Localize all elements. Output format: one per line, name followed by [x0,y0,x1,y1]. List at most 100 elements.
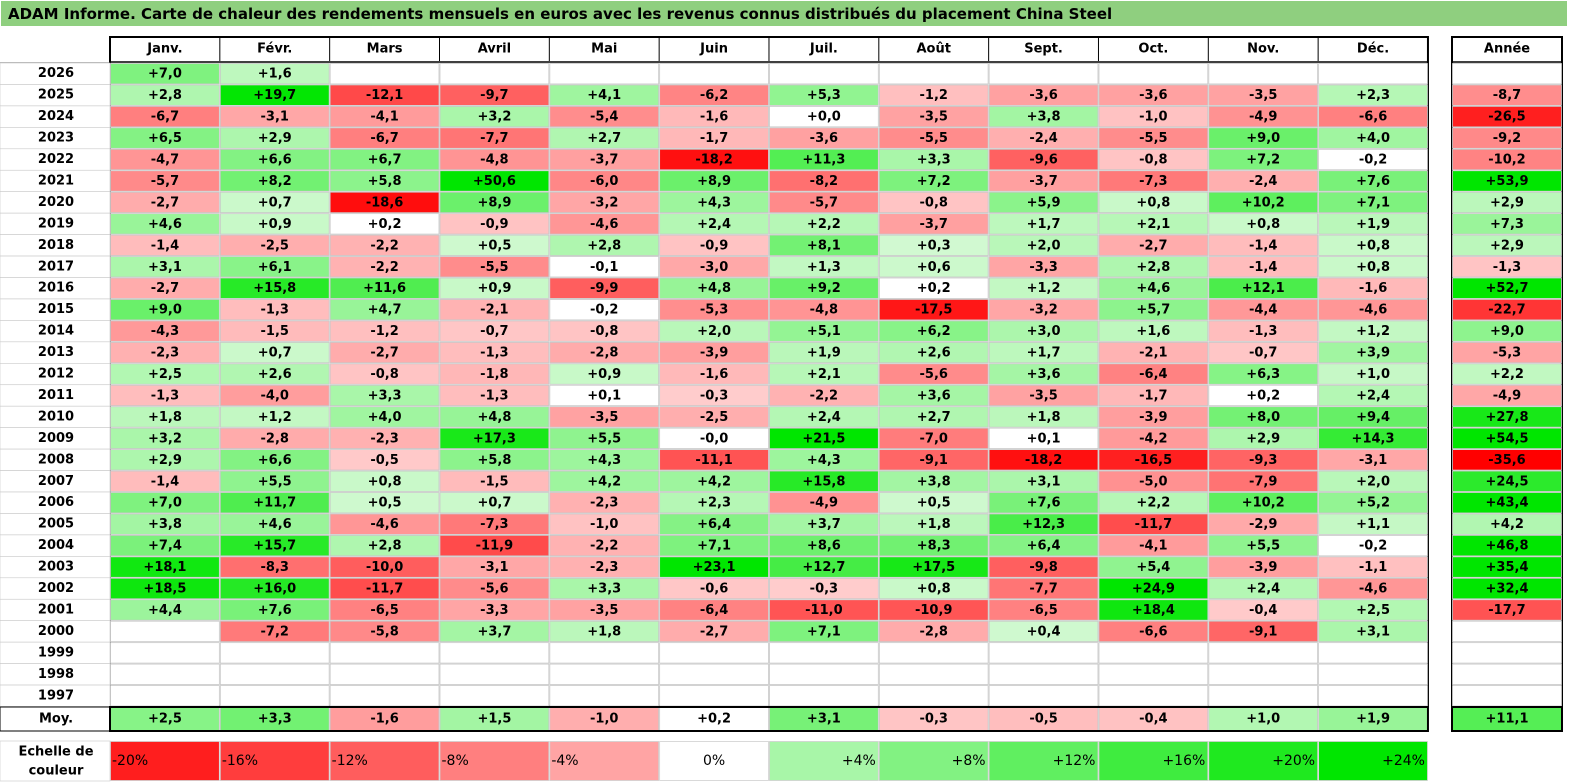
scale-swatch [769,741,879,781]
year-label-2004: 2004 [38,538,74,553]
heatmap-cell [878,299,989,321]
cell-value: -3,1 [1359,453,1387,468]
cell-value: +24,9 [1132,582,1175,597]
heatmap-cell [1318,599,1428,621]
heatmap-cell [1208,320,1319,342]
cell-value: -0,8 [370,367,398,382]
cell-value: -2,4 [1249,174,1277,189]
heatmap-cell [219,470,330,492]
cell-value: +1,2 [258,410,292,425]
heatmap-cell [769,620,879,643]
heatmap-cell [219,341,330,364]
heatmap-cell [329,599,440,621]
average-value: +3,3 [258,712,292,727]
cell-value: +7,6 [258,603,292,618]
cell-value: -11,7 [1135,517,1172,532]
heatmap-cell [439,577,550,600]
heatmap-cell [1208,406,1319,428]
heatmap-cell [549,620,660,643]
cell-value: -3,3 [1029,260,1057,275]
heatmap-cell [659,535,769,557]
heatmap-cell [329,84,440,106]
heatmap-cell [1208,213,1319,235]
heatmap-cell [329,406,440,428]
cell-value: +1,2 [1027,281,1061,296]
cell-value: -2,7 [370,346,398,361]
cell-value: -17,5 [915,303,952,318]
heatmap-cell [1318,63,1428,85]
cell-value: +2,8 [1136,260,1170,275]
heatmap-cell [878,84,989,106]
heatmap-cell [439,620,550,643]
heatmap-cell [329,299,440,321]
heatmap-cell [1098,277,1209,299]
heatmap-cell [1098,63,1209,85]
cell-value: +0,7 [477,496,511,511]
heatmap-cell [1098,642,1209,664]
heatmap-cell [988,663,1099,685]
year-label-2024: 2024 [38,109,74,124]
cell-value: +23,1 [693,560,736,575]
cell-value: -1,4 [1249,260,1277,275]
column-header-8: Août [916,42,950,57]
cell-value: +6,4 [1027,539,1061,554]
cell-value: -16,5 [1135,453,1172,468]
heatmap-cell [1208,642,1319,664]
cell-value: +3,7 [807,517,841,532]
heatmap-cell [659,449,769,471]
heatmap-cell [1208,341,1319,364]
cell-value: +8,6 [807,539,841,554]
cell-value: -3,2 [1029,303,1057,318]
heatmap-cell [659,513,769,535]
heatmap-cell [1318,470,1428,492]
heatmap-cell [219,299,330,321]
heatmap-cell [1208,148,1319,171]
cell-value: +12,1 [1242,281,1285,296]
average-value: +3,1 [807,712,841,727]
heatmap-cell [659,127,769,149]
cell-value: -0,7 [1249,346,1277,361]
cell-value: +0,1 [1027,431,1061,446]
heatmap-cell [878,663,989,685]
cell-value: +2,2 [1136,496,1170,511]
heatmap-cell [439,148,550,171]
heatmap-cell [439,106,550,128]
heatmap-cell [110,449,220,471]
heatmap-cell [1208,191,1319,214]
heatmap-cell [1318,556,1428,578]
heatmap-cell [439,406,550,428]
annual-value: +43,4 [1486,496,1529,511]
cell-value: -3,3 [480,603,508,618]
annual-cell [1452,620,1562,643]
cell-value: -2,5 [700,410,728,425]
heatmap-cell [219,106,330,128]
cell-value: -3,9 [1249,560,1277,575]
cell-value: +5,3 [807,88,841,103]
cell-value: +21,5 [802,431,845,446]
heatmap-cell [988,384,1099,407]
cell-value: -0,6 [700,582,728,597]
cell-value: -1,3 [1249,324,1277,339]
cell-value: +3,1 [1027,474,1061,489]
heatmap-cell [439,427,550,449]
cell-value: -7,7 [1029,582,1057,597]
heatmap-cell [439,470,550,492]
cell-value: +7,4 [148,539,182,554]
scale-step-label: -8% [441,753,468,769]
heatmap-cell [110,406,220,428]
cell-value: +2,6 [917,346,951,361]
heatmap-cell [878,148,989,171]
heatmap-cell [878,63,989,85]
heatmap-cell [549,599,660,621]
heatmap-cell [439,642,550,664]
heatmap-cell [1318,106,1428,128]
heatmap-cell [439,341,550,364]
heatmap-cell [549,406,660,428]
cell-value: +16,0 [253,582,296,597]
cell-value: -2,7 [151,195,179,210]
cell-value: -6,2 [700,88,728,103]
cell-value: -5,8 [370,624,398,639]
cell-value: -2,2 [810,388,838,403]
column-header-1: Janv. [146,42,182,57]
cell-value: -11,1 [695,453,732,468]
